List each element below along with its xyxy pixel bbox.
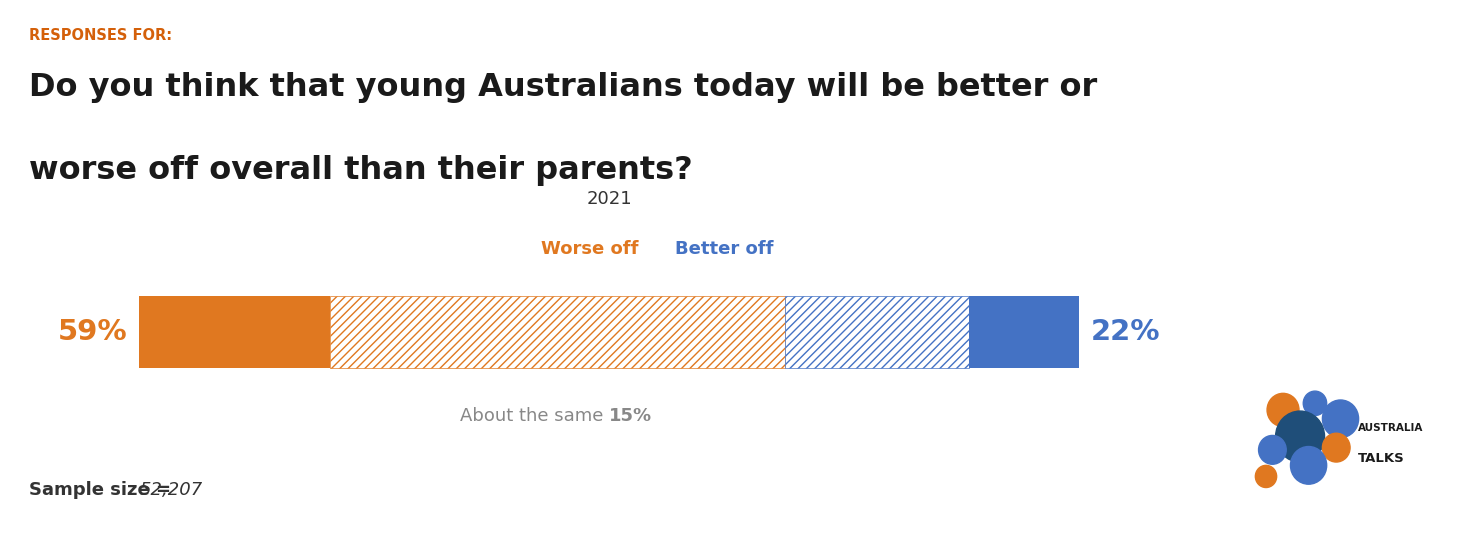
Text: 2021: 2021 — [586, 190, 633, 208]
Circle shape — [1323, 433, 1351, 462]
Bar — [139, 296, 330, 368]
Circle shape — [1323, 400, 1358, 438]
Text: Worse off: Worse off — [542, 240, 639, 258]
Circle shape — [1276, 411, 1324, 462]
Bar — [330, 296, 785, 368]
Text: TALKS: TALKS — [1358, 452, 1405, 465]
Text: 22%: 22% — [1091, 319, 1160, 346]
Bar — [785, 296, 969, 368]
Text: 52,207: 52,207 — [139, 481, 203, 499]
Bar — [969, 296, 1079, 368]
Text: Better off: Better off — [675, 240, 774, 258]
Circle shape — [1258, 435, 1286, 464]
Text: Do you think that young Australians today will be better or: Do you think that young Australians toda… — [29, 72, 1098, 103]
Circle shape — [1267, 393, 1299, 427]
Text: RESPONSES FOR:: RESPONSES FOR: — [29, 28, 172, 43]
Circle shape — [1255, 465, 1277, 488]
Circle shape — [1290, 447, 1327, 484]
Text: 59%: 59% — [59, 319, 128, 346]
Text: About the same: About the same — [459, 407, 609, 425]
Circle shape — [1304, 391, 1327, 416]
Text: worse off overall than their parents?: worse off overall than their parents? — [29, 155, 693, 186]
Text: AUSTRALIA: AUSTRALIA — [1358, 423, 1422, 433]
Text: 15%: 15% — [609, 407, 652, 425]
Text: Sample size =: Sample size = — [29, 481, 178, 499]
